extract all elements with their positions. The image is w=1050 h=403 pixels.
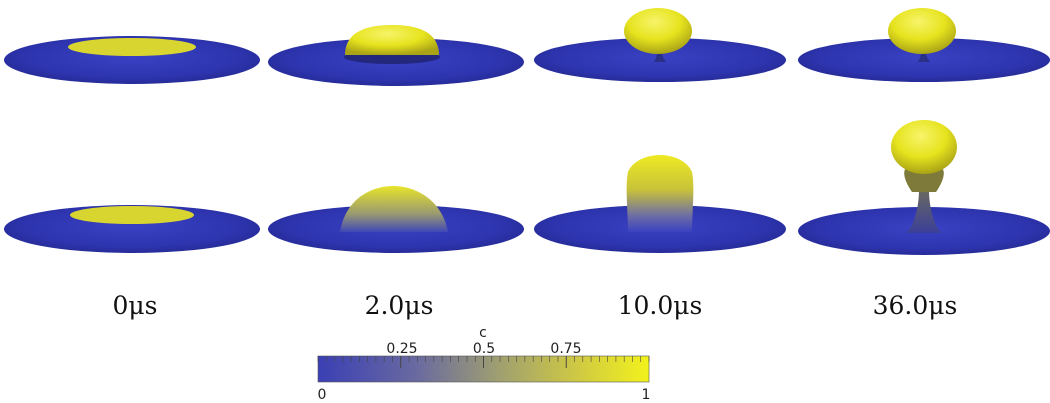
colorbar-tick-label-1: 0.5 (473, 341, 495, 357)
colorbar-tick-label-0: 0.25 (386, 341, 417, 357)
colorbar-tick-label-2: 0.75 (550, 341, 581, 357)
droplet-film (68, 38, 196, 56)
panel-bottom-10us (534, 155, 786, 253)
droplet-column (626, 155, 694, 232)
panel-top-2us (268, 25, 524, 86)
substrate-disk (4, 205, 260, 253)
droplet (624, 8, 692, 54)
neck-bulb (904, 168, 944, 192)
time-label-2: 10.0μs (618, 291, 703, 320)
droplet (340, 186, 448, 232)
detaching-droplet (891, 120, 957, 174)
colorbar-min-label: 0 (318, 387, 327, 403)
time-label-1: 2.0μs (365, 291, 434, 320)
droplet (888, 8, 956, 54)
droplet (345, 25, 439, 55)
neck (918, 50, 930, 62)
time-label-0: 0μs (113, 291, 158, 320)
neck (654, 50, 666, 62)
colorbar-title: c (479, 325, 487, 341)
panel-top-36us (798, 8, 1050, 82)
droplet-film (70, 206, 194, 224)
panel-bottom-0us (4, 205, 260, 253)
panel-top-0us (4, 36, 260, 84)
panel-bottom-2us (268, 186, 524, 253)
time-label-3: 36.0μs (873, 291, 958, 320)
colorbar-max-label: 1 (642, 387, 651, 403)
substrate-disk (4, 36, 260, 84)
colorbar: c 0.25 0.5 0.75 0 1 (318, 325, 651, 403)
panel-top-10us (534, 8, 786, 82)
colorbar-ticks (317, 356, 650, 368)
panel-bottom-36us (798, 120, 1050, 255)
neck (906, 190, 942, 233)
